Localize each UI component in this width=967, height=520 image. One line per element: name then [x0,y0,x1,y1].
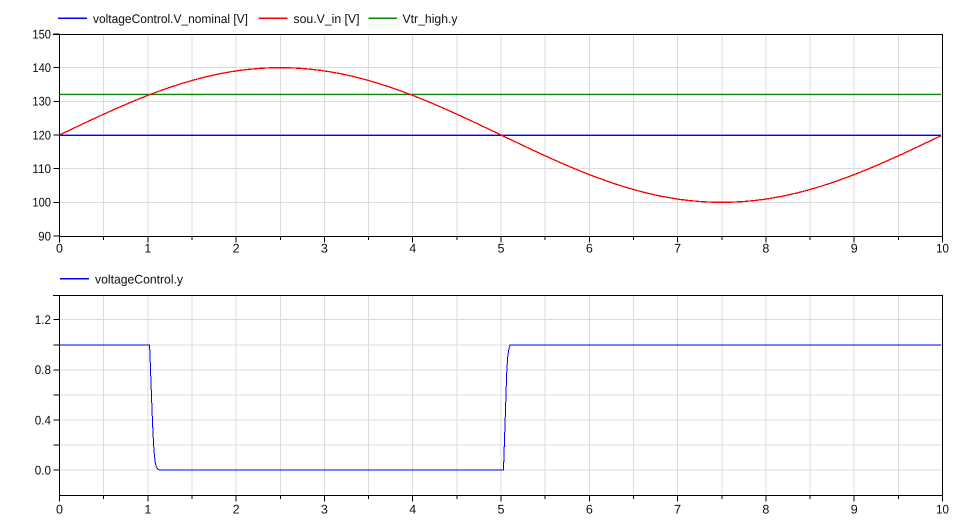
svg-text:10: 10 [936,241,949,255]
svg-text:voltageControl.y: voltageControl.y [95,273,184,287]
svg-text:150: 150 [32,27,51,41]
svg-text:5: 5 [498,503,505,517]
svg-text:sou.V_in [V]: sou.V_in [V] [294,12,360,26]
svg-text:3: 3 [321,241,328,255]
svg-text:0.8: 0.8 [35,363,51,377]
svg-text:9: 9 [851,241,858,255]
svg-text:4: 4 [409,241,416,255]
svg-text:0.0: 0.0 [35,463,51,477]
svg-text:2: 2 [233,241,240,255]
svg-text:90: 90 [38,229,51,243]
svg-text:0: 0 [56,241,63,255]
svg-text:3: 3 [321,503,328,517]
svg-text:130: 130 [32,95,51,109]
svg-text:voltageControl.V_nominal [V]: voltageControl.V_nominal [V] [93,12,248,26]
svg-text:Vtr_high.y: Vtr_high.y [403,12,459,26]
svg-text:7: 7 [674,241,681,255]
svg-text:110: 110 [32,162,51,176]
svg-text:100: 100 [32,196,51,210]
svg-text:120: 120 [32,128,51,142]
svg-text:2: 2 [233,503,240,517]
svg-text:6: 6 [586,503,593,517]
svg-text:140: 140 [32,61,51,75]
svg-text:1: 1 [144,503,151,517]
svg-text:1.2: 1.2 [35,313,51,327]
svg-text:1: 1 [144,241,151,255]
svg-text:8: 8 [762,503,769,517]
svg-text:8: 8 [762,241,769,255]
svg-text:0.4: 0.4 [35,413,51,427]
svg-text:7: 7 [674,503,681,517]
svg-text:0: 0 [56,503,63,517]
svg-text:6: 6 [586,241,593,255]
svg-text:10: 10 [936,503,949,517]
svg-text:5: 5 [498,241,505,255]
svg-text:4: 4 [409,503,416,517]
svg-text:9: 9 [851,503,858,517]
